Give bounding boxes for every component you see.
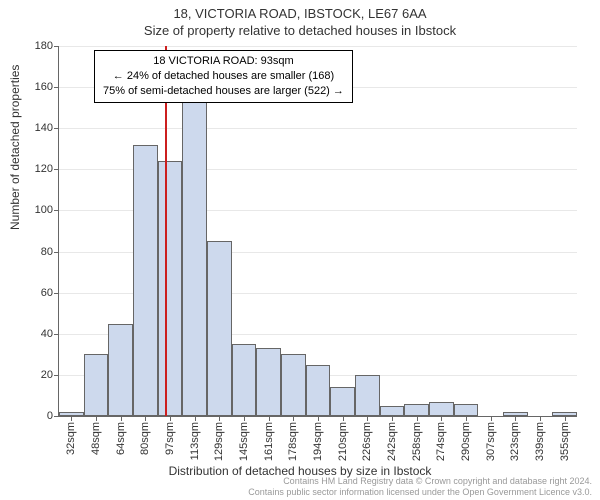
footer-attribution: Contains HM Land Registry data © Crown c…: [248, 476, 592, 498]
xtick-label: 210sqm: [337, 422, 349, 461]
histogram-bar: [256, 348, 281, 416]
ytick-label: 160: [35, 81, 53, 93]
ytick-label: 20: [41, 369, 53, 381]
histogram-bar: [380, 406, 405, 416]
subtitle: Size of property relative to detached ho…: [0, 21, 600, 38]
xtick-label: 323sqm: [509, 422, 521, 461]
xtick-label: 113sqm: [189, 422, 201, 460]
xtick-mark: [491, 416, 492, 421]
ytick-label: 80: [41, 246, 53, 258]
xtick-label: 97sqm: [164, 422, 176, 455]
xtick-mark: [441, 416, 442, 421]
xtick-label: 48sqm: [90, 422, 102, 455]
xtick-label: 64sqm: [115, 422, 127, 455]
xtick-mark: [515, 416, 516, 421]
xtick-mark: [540, 416, 541, 421]
histogram-bar: [330, 387, 355, 416]
annotation-line3: 75% of semi-detached houses are larger (…: [103, 84, 344, 99]
ytick-label: 60: [41, 287, 53, 299]
xtick-label: 355sqm: [559, 422, 571, 461]
histogram-bar: [429, 402, 454, 416]
ytick-mark: [54, 169, 59, 170]
gridline: [59, 128, 577, 129]
ytick-label: 0: [47, 410, 53, 422]
chart-container: 18, VICTORIA ROAD, IBSTOCK, LE67 6AA Siz…: [0, 0, 600, 500]
histogram-bar: [182, 91, 207, 416]
ytick-mark: [54, 416, 59, 417]
ytick-mark: [54, 87, 59, 88]
histogram-bar: [207, 241, 232, 416]
histogram-bar: [158, 161, 183, 416]
histogram-bar: [454, 404, 479, 416]
xtick-label: 32sqm: [65, 422, 77, 455]
ytick-mark: [54, 293, 59, 294]
xtick-label: 242sqm: [386, 422, 398, 461]
ytick-label: 40: [41, 328, 53, 340]
xtick-mark: [219, 416, 220, 421]
address-title: 18, VICTORIA ROAD, IBSTOCK, LE67 6AA: [0, 0, 600, 21]
histogram-bar: [84, 354, 109, 416]
ytick-label: 120: [35, 163, 53, 175]
xtick-label: 339sqm: [534, 422, 546, 461]
histogram-bar: [281, 354, 306, 416]
xtick-mark: [121, 416, 122, 421]
xtick-label: 194sqm: [312, 422, 324, 461]
xtick-mark: [96, 416, 97, 421]
xtick-label: 145sqm: [238, 422, 250, 461]
xtick-label: 290sqm: [460, 422, 472, 461]
xtick-mark: [466, 416, 467, 421]
annotation-box: 18 VICTORIA ROAD: 93sqm ← 24% of detache…: [94, 50, 353, 103]
xtick-mark: [565, 416, 566, 421]
xtick-mark: [170, 416, 171, 421]
xtick-label: 307sqm: [485, 422, 497, 461]
ytick-mark: [54, 210, 59, 211]
ytick-label: 140: [35, 122, 53, 134]
xtick-mark: [343, 416, 344, 421]
histogram-bar: [232, 344, 257, 416]
ytick-mark: [54, 46, 59, 47]
xtick-mark: [392, 416, 393, 421]
xtick-label: 226sqm: [361, 422, 373, 461]
xtick-mark: [293, 416, 294, 421]
xtick-mark: [367, 416, 368, 421]
xtick-label: 161sqm: [263, 422, 275, 461]
xtick-label: 274sqm: [435, 422, 447, 461]
y-axis-label: Number of detached properties: [8, 65, 22, 230]
ytick-mark: [54, 128, 59, 129]
histogram-bar: [108, 324, 133, 417]
ytick-label: 180: [35, 40, 53, 52]
plot-area: 02040608010012014016018032sqm48sqm64sqm8…: [58, 46, 577, 417]
xtick-mark: [318, 416, 319, 421]
annotation-line2: ← 24% of detached houses are smaller (16…: [103, 69, 344, 84]
gridline: [59, 46, 577, 47]
xtick-mark: [269, 416, 270, 421]
histogram-bar: [404, 404, 429, 416]
annotation-line1: 18 VICTORIA ROAD: 93sqm: [103, 54, 344, 69]
xtick-label: 258sqm: [411, 422, 423, 461]
xtick-mark: [244, 416, 245, 421]
ytick-mark: [54, 334, 59, 335]
ytick-mark: [54, 252, 59, 253]
footer-line2: Contains public sector information licen…: [248, 487, 592, 498]
xtick-mark: [195, 416, 196, 421]
xtick-mark: [71, 416, 72, 421]
xtick-label: 178sqm: [287, 422, 299, 461]
footer-line1: Contains HM Land Registry data © Crown c…: [248, 476, 592, 487]
ytick-mark: [54, 375, 59, 376]
xtick-mark: [417, 416, 418, 421]
histogram-bar: [355, 375, 380, 416]
histogram-bar: [306, 365, 331, 416]
ytick-label: 100: [35, 204, 53, 216]
xtick-label: 80sqm: [139, 422, 151, 455]
xtick-mark: [145, 416, 146, 421]
histogram-bar: [133, 145, 158, 416]
xtick-label: 129sqm: [213, 422, 225, 461]
